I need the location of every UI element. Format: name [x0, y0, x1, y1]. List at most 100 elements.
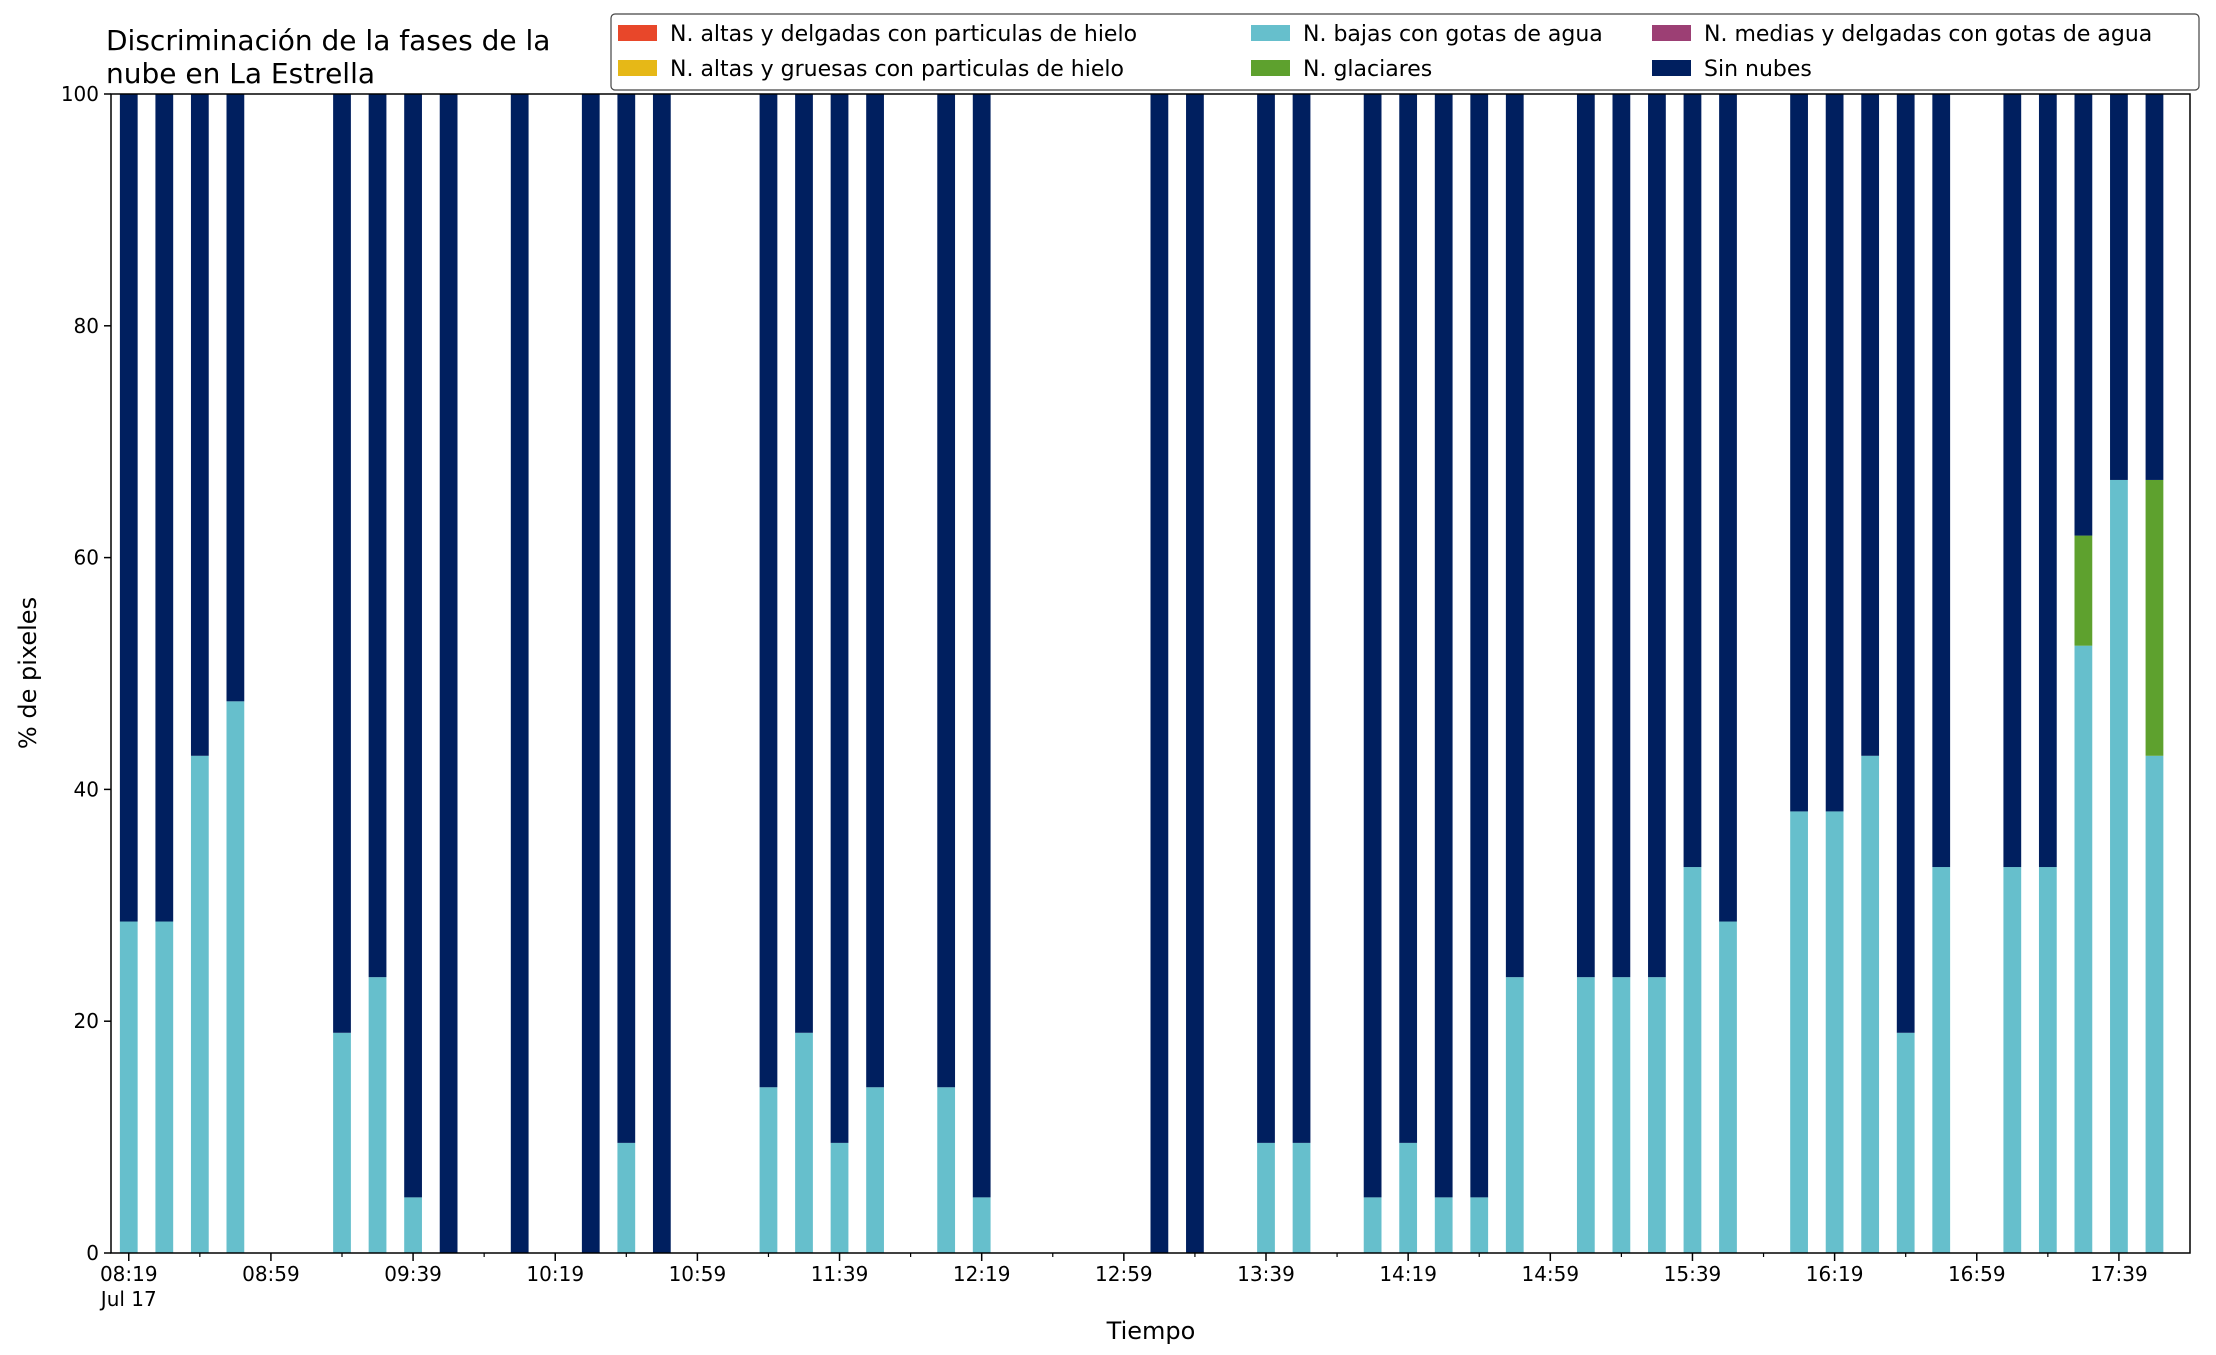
bar-segment-0-series-3 — [119, 921, 138, 1253]
legend-swatch — [1652, 25, 1691, 41]
chart-title-line-1: Discriminación de la fases de la — [106, 24, 550, 57]
bar-segment-56-series-3 — [2110, 479, 2128, 1253]
bar-segment-47-series-5 — [1790, 94, 1808, 812]
bar-segment-35-series-5 — [1363, 94, 1382, 1198]
bar-segment-49-series-3 — [1861, 755, 1880, 1253]
bar-segment-32-series-5 — [1257, 94, 1275, 1143]
y-tick-label: 40 — [74, 777, 99, 801]
bar-segment-53-series-5 — [2003, 94, 2022, 868]
chart-title: Discriminación de la fases de la nube en… — [106, 24, 559, 90]
y-tick-label: 60 — [74, 546, 99, 570]
bar-segment-2-series-3 — [190, 755, 209, 1253]
plot-frame — [110, 93, 2191, 1254]
bar-segment-0-series-5 — [119, 94, 138, 922]
bar-segment-29-series-5 — [1150, 94, 1169, 1253]
bar-segment-20-series-3 — [830, 1142, 849, 1253]
y-tick-label: 20 — [74, 1009, 99, 1033]
x-tick-label: 14:59 — [1521, 1262, 1579, 1286]
bar-segment-50-series-3 — [1896, 1032, 1915, 1253]
bar-segment-37-series-5 — [1434, 94, 1453, 1198]
bar-segment-54-series-3 — [2038, 867, 2057, 1253]
bar-segment-56-series-5 — [2110, 94, 2128, 480]
legend: N. altas y delgadas con particulas de hi… — [610, 13, 2200, 91]
bar-segment-55-series-5 — [2074, 94, 2093, 536]
x-tick-label: 08:59 — [242, 1262, 300, 1286]
bar-segment-54-series-5 — [2038, 94, 2057, 868]
bar-segment-7-series-3 — [368, 977, 387, 1253]
bar-segment-41-series-3 — [1576, 977, 1595, 1253]
bar-segment-50-series-5 — [1896, 94, 1915, 1033]
x-tick-date-label: Jul 17 — [99, 1287, 157, 1311]
bar-segment-3-series-5 — [226, 94, 245, 702]
x-tick-label: 17:39 — [2090, 1262, 2148, 1286]
bar-segment-23-series-3 — [937, 1087, 956, 1253]
bar-segment-36-series-5 — [1399, 94, 1418, 1143]
bar-segment-21-series-5 — [866, 94, 884, 1088]
bar-segment-48-series-5 — [1825, 94, 1844, 812]
bar-segment-39-series-5 — [1505, 94, 1524, 978]
bar-segment-41-series-5 — [1576, 94, 1595, 978]
x-tick-label: 13:39 — [1237, 1262, 1295, 1286]
bar-segment-36-series-3 — [1399, 1142, 1418, 1253]
bar-segment-55-series-3 — [2074, 645, 2093, 1253]
bar-segment-42-series-5 — [1612, 94, 1631, 978]
bar-segment-35-series-3 — [1363, 1197, 1382, 1253]
legend-label: Sin nubes — [1704, 57, 1812, 82]
legend-swatch — [618, 25, 657, 41]
bar-segment-38-series-5 — [1470, 94, 1489, 1198]
x-tick-label: 12:59 — [1095, 1262, 1153, 1286]
bar-segment-20-series-5 — [830, 94, 849, 1143]
x-tick-label: 10:19 — [526, 1262, 584, 1286]
bar-segment-47-series-3 — [1790, 811, 1808, 1253]
x-tick-label: 14:19 — [1379, 1262, 1437, 1286]
bar-segment-8-series-3 — [404, 1197, 422, 1253]
legend-swatch — [1251, 60, 1290, 76]
bar-segment-48-series-3 — [1825, 811, 1844, 1253]
bar-segment-18-series-5 — [759, 94, 778, 1088]
bar-segment-53-series-3 — [2003, 867, 2022, 1253]
bar-segment-19-series-5 — [795, 94, 813, 1033]
legend-label: N. altas y delgadas con particulas de hi… — [670, 22, 1137, 47]
bar-segment-24-series-5 — [972, 94, 991, 1198]
bar-segment-51-series-3 — [1932, 867, 1951, 1253]
bar-segment-37-series-3 — [1434, 1197, 1453, 1253]
bar-segment-14-series-3 — [617, 1142, 636, 1253]
bar-segment-49-series-5 — [1861, 94, 1880, 756]
legend-swatch — [1652, 60, 1691, 76]
bar-segment-1-series-3 — [155, 921, 174, 1253]
bars-layer — [119, 94, 2164, 1253]
bar-segment-6-series-3 — [333, 1032, 351, 1253]
y-tick-label: 80 — [74, 314, 99, 338]
x-tick-label: 09:39 — [384, 1262, 442, 1286]
bar-segment-57-series-4 — [2145, 479, 2164, 756]
bar-segment-11-series-5 — [510, 94, 529, 1253]
bar-segment-39-series-3 — [1505, 977, 1524, 1253]
legend-label: N. bajas con gotas de agua — [1303, 22, 1603, 47]
bar-segment-51-series-5 — [1932, 94, 1951, 868]
bar-segment-6-series-5 — [333, 94, 351, 1033]
legend-frame — [610, 13, 2200, 91]
x-axis-label: Tiempo — [1106, 1317, 1196, 1345]
bar-segment-45-series-3 — [1719, 921, 1737, 1253]
bar-segment-57-series-5 — [2145, 94, 2164, 480]
bar-segment-30-series-5 — [1186, 94, 1204, 1253]
bar-segment-15-series-5 — [652, 94, 671, 1253]
bar-segment-13-series-5 — [581, 94, 600, 1253]
bar-segment-8-series-5 — [404, 94, 422, 1198]
legend-swatch — [618, 60, 657, 76]
bar-segment-7-series-5 — [368, 94, 387, 978]
bar-segment-44-series-3 — [1683, 867, 1702, 1253]
bar-segment-55-series-4 — [2074, 535, 2093, 646]
y-tick-label: 100 — [61, 82, 99, 106]
x-tick-label: 16:59 — [1948, 1262, 2006, 1286]
bar-segment-32-series-3 — [1257, 1142, 1275, 1253]
bar-segment-43-series-3 — [1648, 977, 1666, 1253]
x-tick-label: 12:19 — [953, 1262, 1011, 1286]
bar-segment-45-series-5 — [1719, 94, 1737, 922]
x-tick-label: 10:59 — [669, 1262, 727, 1286]
legend-label: N. altas y gruesas con particulas de hie… — [670, 57, 1124, 82]
bar-segment-19-series-3 — [795, 1032, 813, 1253]
bar-segment-57-series-3 — [2145, 755, 2164, 1253]
